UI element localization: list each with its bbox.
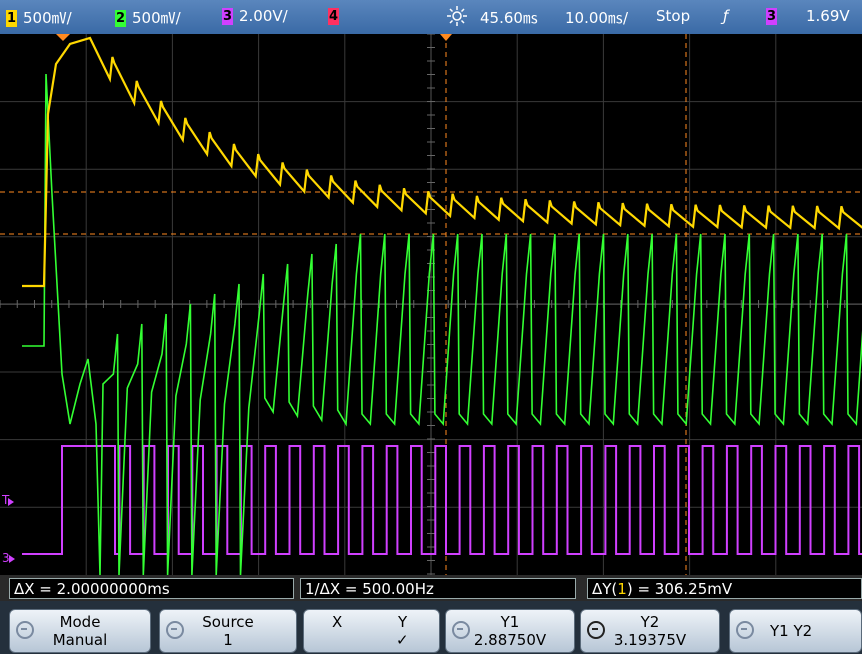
- x-option: X: [332, 613, 343, 631]
- delta-y-prefix: ΔY(: [592, 580, 618, 598]
- y2-softkey[interactable]: Y2 3.19375V: [580, 609, 720, 653]
- y1-y2-softkey[interactable]: Y1 Y2: [729, 609, 862, 653]
- cursor-readout-bar: ΔX = 2.00000000ms 1/ΔX = 500.00Hz ΔY(1) …: [0, 575, 862, 601]
- entry-knob-icon: [166, 621, 184, 639]
- delta-y-value: ) = 306.25mV: [626, 580, 733, 598]
- status-bar: 1 500㎷/ 2 500㎷/ 3 2.00V/ 4 45.60㎳ 10.00㎳/ S…: [0, 0, 862, 34]
- mode-softkey[interactable]: Mode Manual: [9, 609, 151, 653]
- source-value: 1: [223, 631, 233, 649]
- ch4-badge: 4: [328, 8, 339, 25]
- trigger-source-badge: 3: [766, 8, 777, 25]
- trigger-marker-label: T: [1, 493, 10, 507]
- ch1-scale: 500㎷/: [23, 9, 72, 27]
- x-y-softkey[interactable]: X Y ✓: [303, 609, 440, 653]
- y1-label: Y1: [500, 613, 520, 631]
- inverse-delta-x-readout: 1/ΔX = 500.00Hz: [300, 578, 576, 599]
- time-delay[interactable]: 45.60㎳: [480, 9, 538, 27]
- ch3-badge: 3: [222, 8, 233, 25]
- ch3-ground-marker[interactable]: 3: [2, 551, 15, 565]
- y2-label: Y2: [640, 613, 660, 631]
- ch3-scale: 2.00V/: [239, 7, 288, 25]
- ch2-indicator[interactable]: 2 500㎷/: [115, 7, 181, 28]
- time-scale[interactable]: 10.00㎳/: [565, 9, 628, 27]
- y-selected-check-icon: ✓: [396, 631, 409, 649]
- delay-position-icon: [440, 34, 452, 41]
- ch2-scale: 500㎷/: [132, 9, 181, 27]
- y2-value: 3.19375V: [613, 631, 687, 649]
- trigger-position-icon: [56, 34, 70, 41]
- entry-knob-active-icon: [587, 621, 605, 639]
- trigger-arrow-icon: [8, 498, 14, 506]
- ch4-indicator[interactable]: 4: [328, 7, 345, 25]
- delay-icon: [446, 5, 468, 31]
- trigger-marker[interactable]: T: [1, 493, 14, 507]
- ch3-ground-label: 3: [2, 551, 10, 565]
- waveform-display[interactable]: T 3: [0, 34, 862, 575]
- run-state[interactable]: Stop: [656, 7, 691, 25]
- trigger-edge-icon: ƒ: [723, 7, 729, 25]
- trigger-source-indicator[interactable]: 3: [766, 7, 783, 25]
- ch1-trace: [22, 36, 862, 288]
- mode-label: Mode: [59, 613, 101, 631]
- delta-y-channel: 1: [617, 580, 627, 598]
- y1-softkey[interactable]: Y1 2.88750V: [445, 609, 575, 653]
- y1-value: 2.88750V: [473, 631, 547, 649]
- waveform-canvas: T 3: [0, 34, 862, 575]
- ch3-indicator[interactable]: 3 2.00V/: [222, 7, 288, 25]
- entry-knob-icon: [452, 621, 470, 639]
- softkey-bar: Mode Manual Source 1 X Y ✓ Y1 2.88750V Y…: [0, 601, 862, 654]
- source-label: Source: [202, 613, 254, 631]
- entry-knob-icon: [736, 621, 754, 639]
- ch3-trace: [22, 445, 862, 555]
- y-option: Y: [398, 613, 408, 631]
- ch2-badge: 2: [115, 10, 126, 27]
- ch1-badge: 1: [6, 10, 17, 27]
- entry-knob-icon: [16, 621, 34, 639]
- y1-y2-label: Y1 Y2: [770, 622, 813, 640]
- trigger-level[interactable]: 1.69V: [806, 7, 850, 25]
- ground-arrow-icon: [9, 555, 15, 563]
- mode-value: Manual: [52, 631, 108, 649]
- ch2-trace: [22, 73, 862, 575]
- ch1-indicator[interactable]: 1 500㎷/: [6, 7, 72, 28]
- delta-x-readout: ΔX = 2.00000000ms: [9, 578, 294, 599]
- delta-y-readout: ΔY(1) = 306.25mV: [587, 578, 862, 599]
- source-softkey[interactable]: Source 1: [159, 609, 297, 653]
